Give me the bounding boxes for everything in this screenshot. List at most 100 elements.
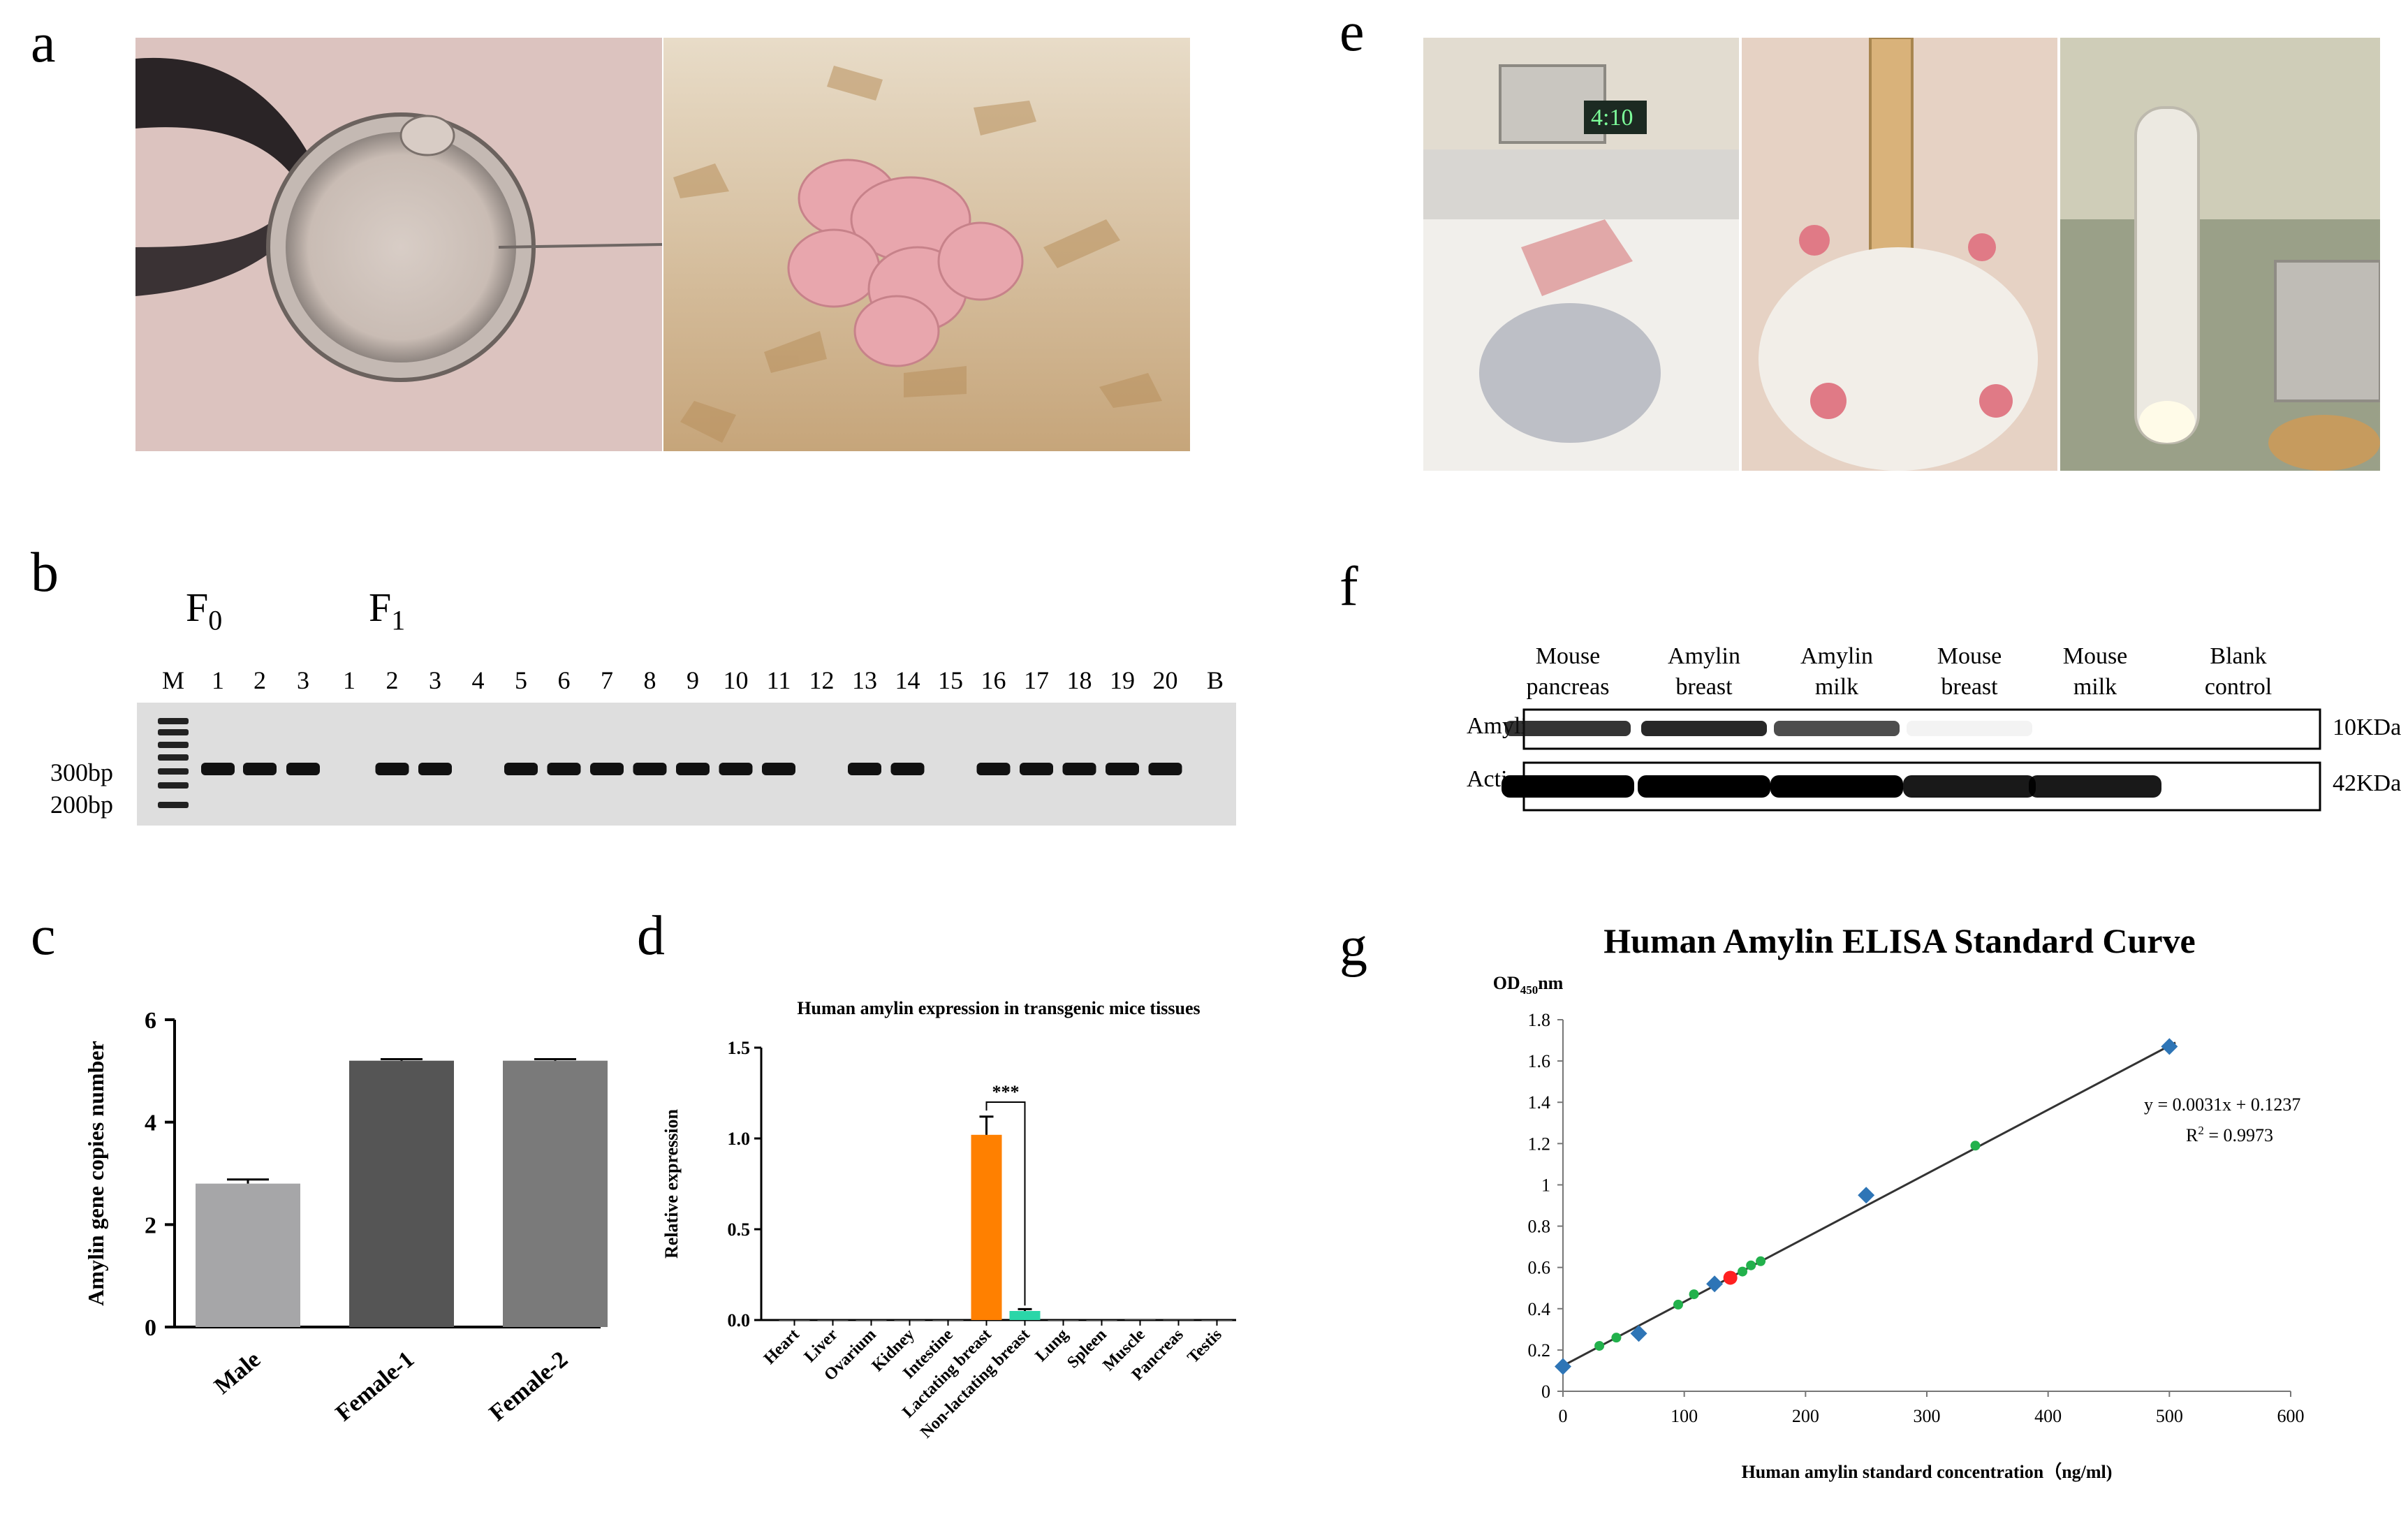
- wb-column-label-line1: Blank: [2210, 643, 2266, 669]
- d-bar: [971, 1134, 1002, 1320]
- g-equation: y = 0.0031x + 0.1237: [2144, 1094, 2300, 1115]
- g-standard-point: [1630, 1325, 1647, 1342]
- g-y-title-sub: 450: [1520, 983, 1539, 997]
- g-y-tick-label: 1.8: [1528, 1010, 1551, 1030]
- wb-column-label-line2: milk: [1815, 674, 1858, 700]
- gel-lane-label: 7: [601, 666, 613, 694]
- d-bar: [1163, 1319, 1194, 1321]
- gel-lane-label: 12: [809, 666, 835, 694]
- gel-lane-label: 16: [981, 666, 1006, 694]
- mouse-pups: [787, 159, 1024, 367]
- wb-size-10kda: 10KDa: [2333, 714, 2401, 740]
- d-y-axis-title: Relative expression: [661, 1108, 682, 1259]
- gel-band: [201, 763, 235, 775]
- gel-lane-label: B: [1207, 666, 1224, 694]
- panel-b-gel: M 1 2 3 1 2 3 4 5 6 7 8 9 10 11 12 13 14 15 16 17 18 19 20 B 300…: [50, 666, 1236, 826]
- c-y-tick-label: 4: [145, 1111, 156, 1136]
- g-standard-point: [1555, 1358, 1571, 1375]
- wb-column-label-line2: pancreas: [1527, 674, 1610, 700]
- g-title: Human Amylin ELISA Standard Curve: [1603, 921, 2195, 960]
- g-sample-point: [1746, 1260, 1756, 1270]
- g-y-tick-label: 0.6: [1528, 1258, 1551, 1278]
- d-bar: [1124, 1319, 1156, 1321]
- svg-text:4:10: 4:10: [1591, 105, 1633, 131]
- wb-amylin-band: [1774, 721, 1900, 736]
- panel-a-photos: [135, 38, 1190, 451]
- gel-lane-label: 17: [1024, 666, 1049, 694]
- gel-lane-label: 10: [724, 666, 749, 694]
- gel-lane-label: 2: [254, 666, 266, 694]
- panel-d-letter: d: [637, 905, 665, 967]
- ladder-band: [158, 802, 189, 808]
- panel-c-chart: 0 2 4 6 Male Female-1 Female-2 Amylin gene copi…: [83, 1008, 608, 1426]
- g-r2-value: = 0.9973: [2204, 1125, 2273, 1145]
- panel-e-letter: e: [1339, 1, 1365, 63]
- gel-lane-label: 9: [687, 666, 699, 694]
- wb-column-label-line1: Amylin: [1800, 643, 1873, 669]
- gel-band: [848, 763, 881, 775]
- polar-body: [399, 115, 455, 156]
- gel-band: [976, 763, 1011, 775]
- wb-column-label-line1: Mouse: [1937, 643, 2002, 669]
- ladder-band: [158, 782, 189, 789]
- gel-lane-label: 3: [429, 666, 441, 694]
- gel-band: [633, 763, 667, 775]
- g-x-tick-label: 300: [1914, 1406, 1941, 1426]
- gel-band: [1062, 763, 1096, 775]
- gel-f0-label: F0: [186, 585, 223, 636]
- holding-pipette-upper: [135, 57, 310, 191]
- wb-column-label-line1: Mouse: [1536, 643, 1601, 669]
- wb-column-label-line1: Mouse: [2063, 643, 2128, 669]
- d-category-label: Heart: [761, 1326, 803, 1368]
- ladder-band: [158, 729, 189, 735]
- g-sample-point: [1611, 1333, 1622, 1343]
- panel-b-letter: b: [31, 542, 59, 603]
- panel-c-letter: c: [31, 905, 56, 967]
- g-r2: R2 = 0.9973: [2186, 1124, 2273, 1145]
- gel-lane-label: 19: [1110, 666, 1135, 694]
- g-y-title-main: OD: [1493, 973, 1520, 993]
- c-y-tick-label: 0: [145, 1315, 156, 1341]
- ladder-band: [158, 768, 189, 775]
- d-bar: [1009, 1311, 1041, 1320]
- wb-column-label-line2: breast: [1675, 674, 1733, 700]
- panel-f-letter: f: [1339, 556, 1358, 617]
- wb-actin-band: [1638, 775, 1770, 798]
- wb-amylin-band: [1907, 721, 2032, 736]
- gel-lane-label: 8: [644, 666, 656, 694]
- c-y-tick-label: 6: [145, 1008, 156, 1034]
- gel-lane-label: 2: [386, 666, 399, 694]
- holding-pipette-lower: [135, 184, 310, 296]
- d-significance-bracket: [985, 1101, 1026, 1306]
- gel-lane-label: 1: [212, 666, 224, 694]
- wb-actin-band: [1903, 775, 2036, 798]
- gel-f1-label: F1: [369, 585, 406, 636]
- gel-lane-label: 1: [343, 666, 355, 694]
- wb-size-42kda: 42KDa: [2333, 770, 2401, 796]
- g-x-tick-label: 600: [2277, 1406, 2305, 1426]
- injection-needle: [498, 243, 663, 249]
- gel-lane-label: 6: [558, 666, 571, 694]
- g-y-tick-label: 0.2: [1528, 1340, 1551, 1361]
- g-sample-point: [1970, 1141, 1981, 1151]
- gel-lane-label: M: [162, 666, 184, 694]
- size-label-200bp: 200bp: [50, 791, 113, 819]
- panel-d-chart: Human amylin expression in transgenic mi…: [661, 998, 1236, 1442]
- panel-a-letter: a: [31, 13, 56, 74]
- g-x-tick-label: 100: [1671, 1406, 1698, 1426]
- gel-band: [719, 763, 753, 775]
- gel-band: [1148, 763, 1182, 775]
- ladder-band: [158, 718, 189, 724]
- gel-band: [762, 763, 795, 775]
- wb-amylin-band: [1505, 721, 1631, 736]
- gel-band: [243, 763, 277, 775]
- g-x-axis-title: Human amylin standard concentration（ng/m…: [1742, 1462, 2113, 1482]
- gel-lane-label: 20: [1153, 666, 1178, 694]
- gel-lane-label: 15: [938, 666, 963, 694]
- d-y-tick-label: 1.0: [728, 1129, 751, 1149]
- gel-lane-label: 5: [515, 666, 527, 694]
- g-x-tick-label: 400: [2034, 1406, 2062, 1426]
- g-y-tick-label: 1.2: [1528, 1134, 1551, 1154]
- oocyte-cytoplasm: [286, 132, 516, 362]
